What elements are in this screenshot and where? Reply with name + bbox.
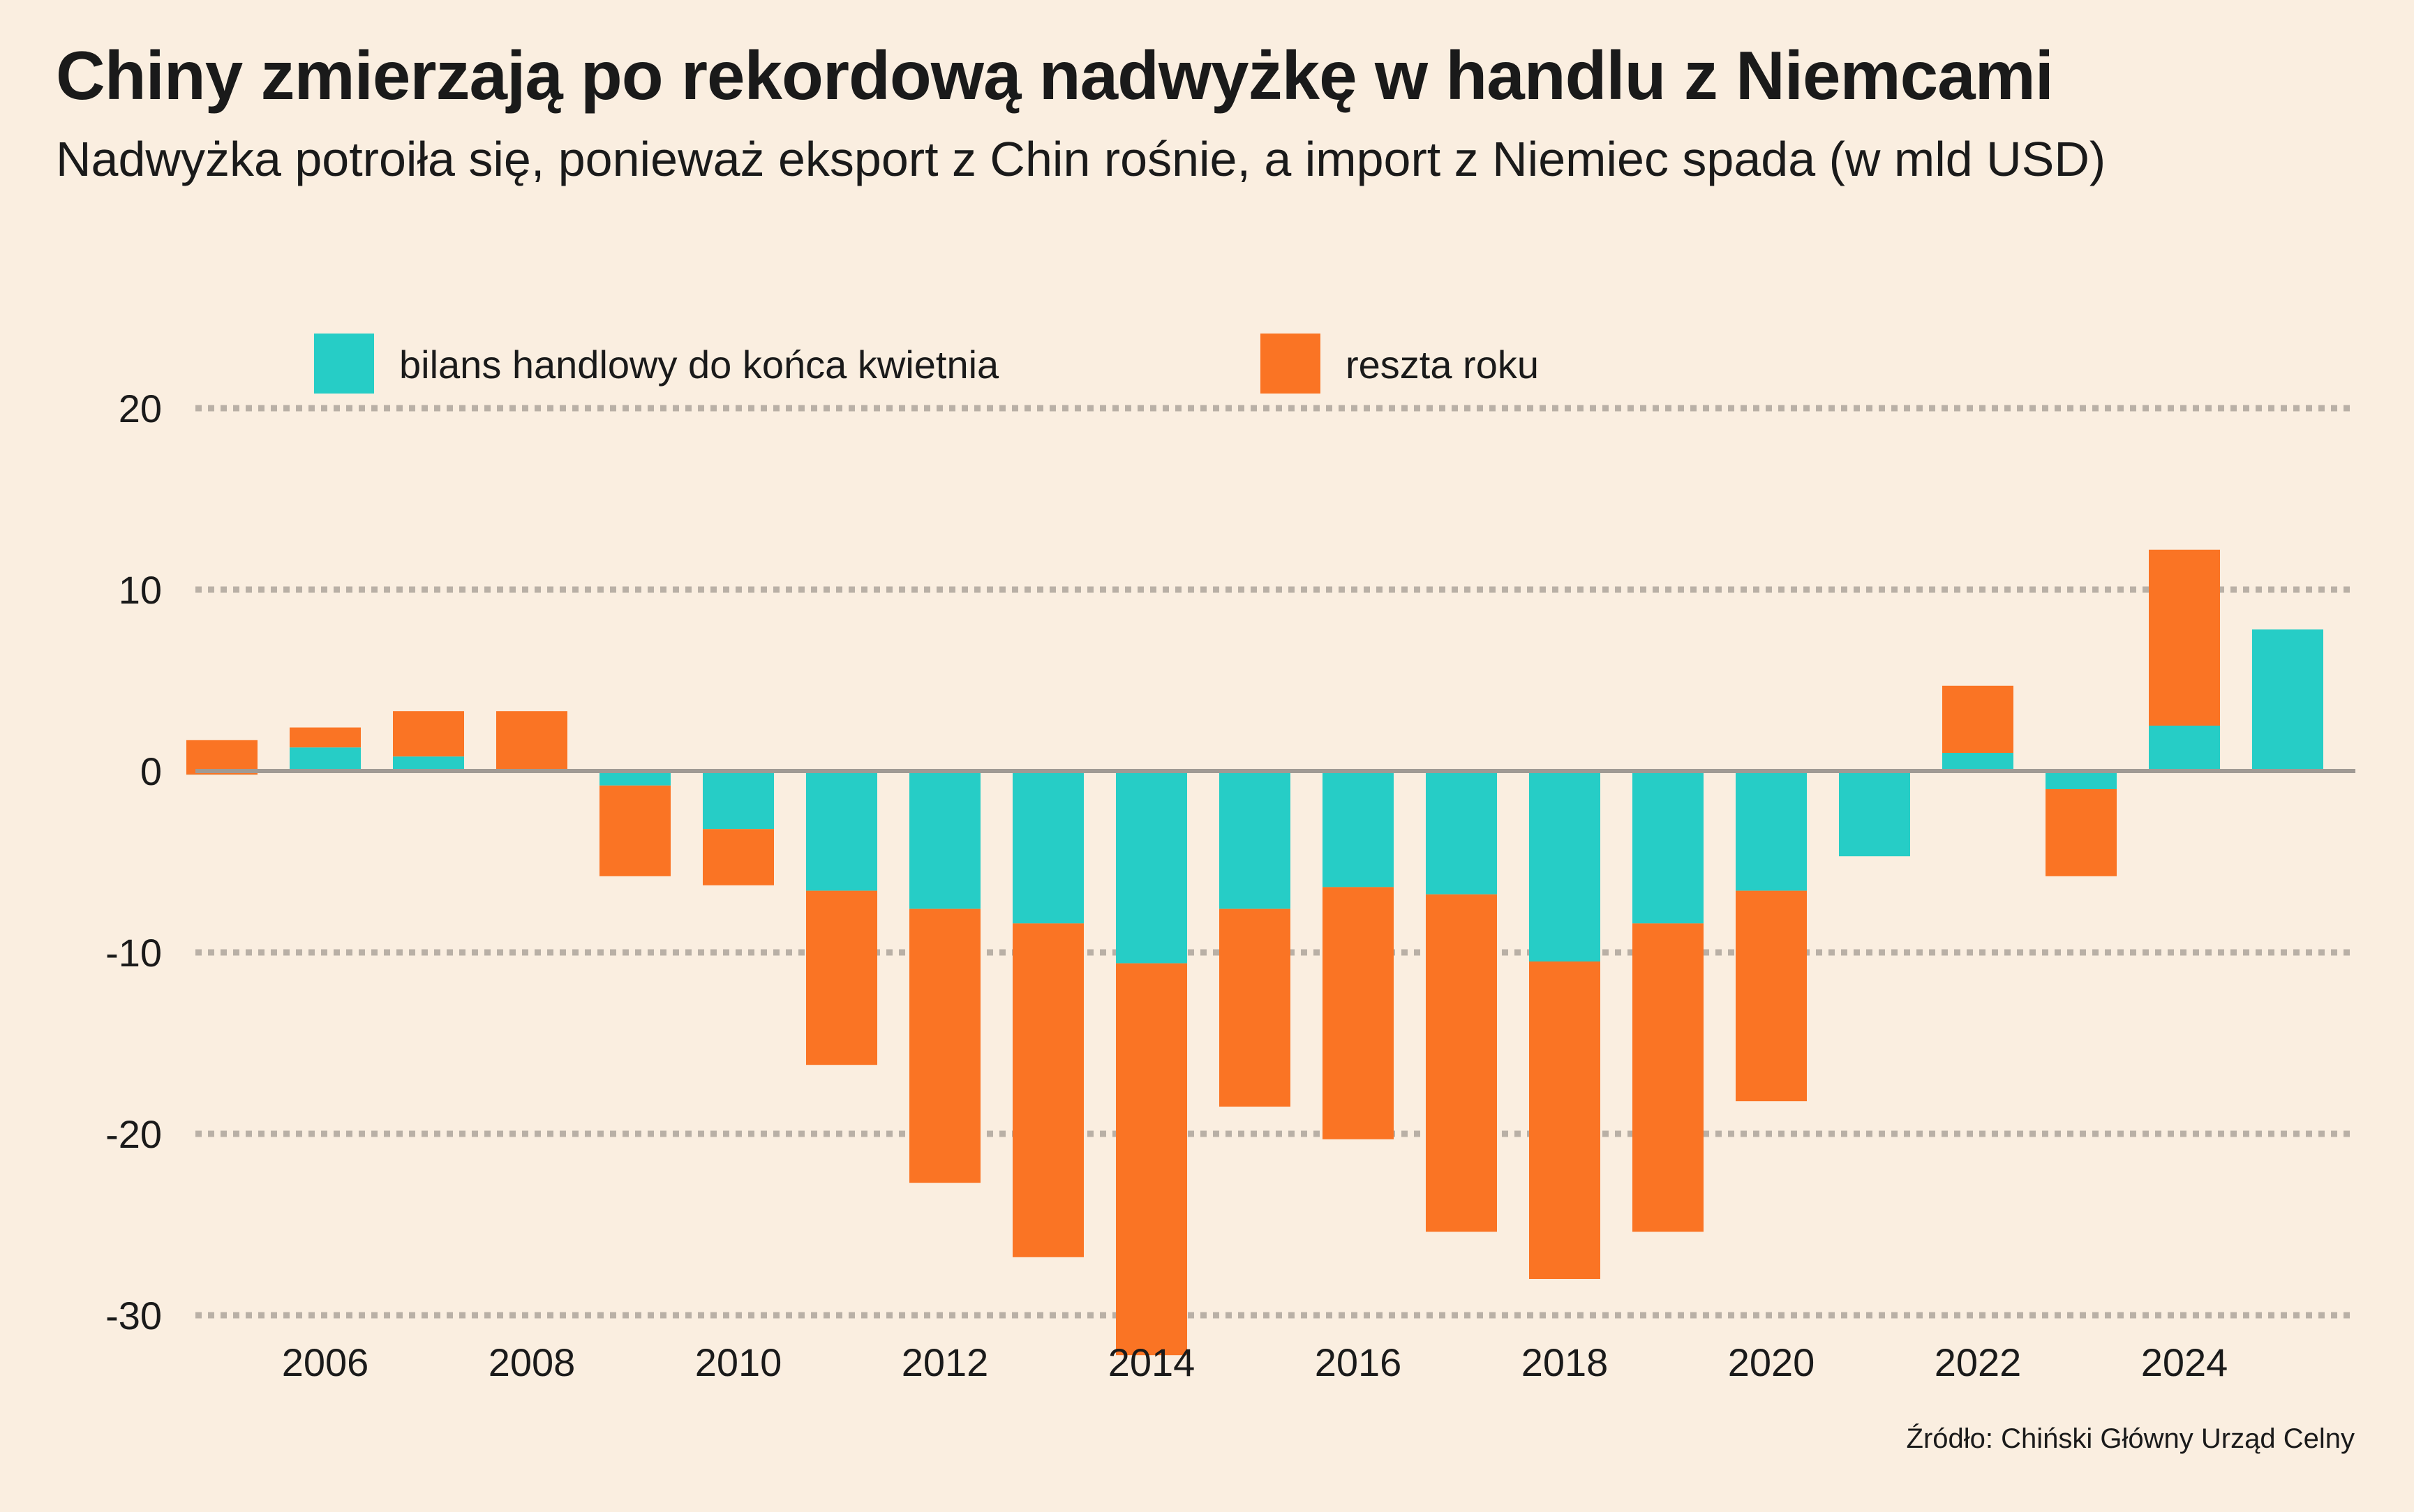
- bar-segment-2012-reszta-roku: [909, 908, 981, 1183]
- bar-segment-2024-reszta-roku: [2149, 549, 2220, 726]
- bar-segment-2016-do-kwietnia: [1323, 771, 1394, 888]
- bar-segment-2007-reszta-roku: [393, 711, 464, 757]
- bar-segment-2023-do-kwietnia: [2046, 771, 2117, 789]
- x-tick-label: 2022: [1935, 1340, 2022, 1384]
- y-tick-label: 10: [119, 568, 162, 612]
- chart-title: Chiny zmierzają po rekordową nadwyżkę w …: [56, 37, 2054, 114]
- bar-segment-2022-reszta-roku: [1942, 685, 2013, 753]
- y-tick-label: -30: [105, 1294, 162, 1338]
- bar-segment-2015-reszta-roku: [1219, 908, 1290, 1107]
- y-axis-ticks: 20 10 0 -10 -20 -30: [105, 387, 162, 1338]
- x-tick-label: 2010: [695, 1340, 782, 1384]
- bar-segment-2020-reszta-roku: [1736, 890, 1807, 1102]
- x-tick-label: 2020: [1728, 1340, 1815, 1384]
- bar-segment-2009-do-kwietnia: [599, 771, 671, 786]
- x-tick-label: 2008: [489, 1340, 576, 1384]
- x-tick-label: 2006: [282, 1340, 369, 1384]
- y-tick-label: 20: [119, 387, 162, 431]
- legend-label: bilans handlowy do końca kwietnia: [399, 343, 999, 387]
- bar-segment-2009-reszta-roku: [599, 785, 671, 876]
- x-tick-label: 2018: [1521, 1340, 1609, 1384]
- bar-segment-2011-reszta-roku: [806, 890, 877, 1065]
- bar-segment-2018-reszta-roku: [1529, 961, 1600, 1279]
- bar-segment-2010-reszta-roku: [703, 829, 774, 885]
- y-tick-label: 0: [140, 749, 162, 793]
- bar-segment-2016-reszta-roku: [1323, 887, 1394, 1139]
- bar-segment-2014-do-kwietnia: [1116, 771, 1187, 964]
- x-tick-label: 2012: [902, 1340, 989, 1384]
- y-tick-label: -10: [105, 931, 162, 975]
- bar-segment-2020-do-kwietnia: [1736, 771, 1807, 891]
- bar-segment-2018-do-kwietnia: [1529, 771, 1600, 961]
- bar-segment-2006-do-kwietnia: [290, 747, 361, 771]
- x-tick-label: 2016: [1315, 1340, 1402, 1384]
- chart-subtitle: Nadwyżka potroiła się, ponieważ eksport …: [56, 132, 2106, 186]
- legend-swatch: [1260, 334, 1320, 394]
- x-tick-label: 2024: [2141, 1340, 2228, 1384]
- bar-segment-2005-reszta-roku: [186, 740, 258, 775]
- bar-segment-2015-do-kwietnia: [1219, 771, 1290, 909]
- bar-segment-2025-do-kwietnia: [2252, 629, 2323, 771]
- bars: [186, 549, 2323, 1356]
- y-tick-label: -20: [105, 1112, 162, 1156]
- legend-swatch: [314, 334, 374, 394]
- bar-segment-2019-do-kwietnia: [1632, 771, 1704, 924]
- bar-segment-2023-reszta-roku: [2046, 789, 2117, 876]
- legend: bilans handlowy do końca kwietnia reszta …: [314, 334, 1539, 394]
- bar-segment-2014-reszta-roku: [1116, 963, 1187, 1356]
- x-tick-label: 2014: [1108, 1340, 1195, 1384]
- x-axis-ticks: 2006 2008 2010 2012 2014 2016 2018 2020 2022 2024: [282, 1340, 2228, 1384]
- bar-segment-2008-reszta-roku: [496, 711, 567, 770]
- bar-segment-2006-reszta-roku: [290, 727, 361, 748]
- bar-segment-2012-do-kwietnia: [909, 771, 981, 909]
- legend-label: reszta roku: [1346, 343, 1539, 387]
- bar-segment-2017-reszta-roku: [1426, 894, 1497, 1232]
- bar-segment-2013-do-kwietnia: [1013, 771, 1084, 924]
- bar-segment-2013-reszta-roku: [1013, 923, 1084, 1257]
- grid-lines: [195, 405, 2355, 1319]
- bar-segment-2024-do-kwietnia: [2149, 726, 2220, 771]
- bar-segment-2022-do-kwietnia: [1942, 753, 2013, 771]
- bar-segment-2019-reszta-roku: [1632, 923, 1704, 1232]
- bar-segment-2021-do-kwietnia: [1839, 771, 1910, 857]
- bar-segment-2017-do-kwietnia: [1426, 771, 1497, 895]
- bar-segment-2007-do-kwietnia: [393, 756, 464, 771]
- bar-segment-2011-do-kwietnia: [806, 771, 877, 891]
- source-note: Źródło: Chiński Główny Urząd Celny: [1906, 1423, 2355, 1454]
- bar-segment-2010-do-kwietnia: [703, 771, 774, 830]
